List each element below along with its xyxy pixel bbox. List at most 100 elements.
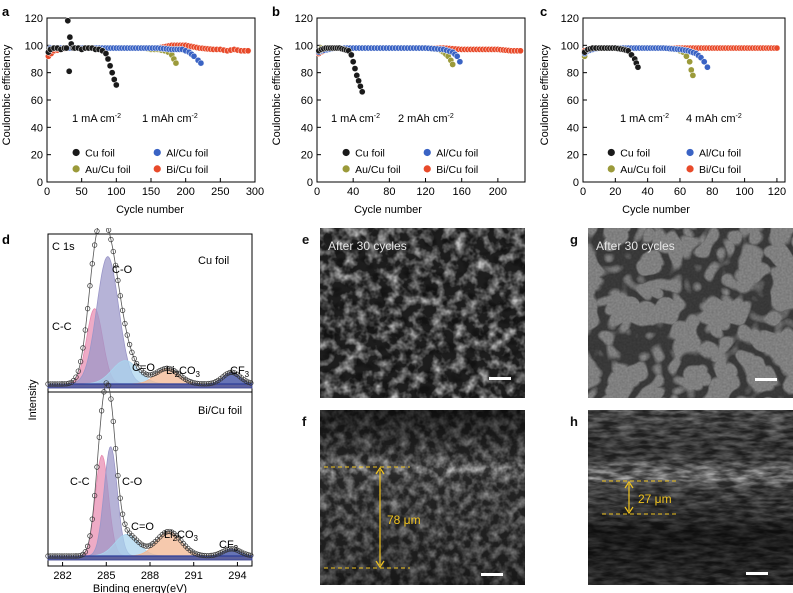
data-point-al	[190, 52, 198, 60]
data-point-cu	[65, 67, 73, 75]
xps-raw-point	[77, 358, 84, 365]
panel-d-ylabel: Intensity	[27, 379, 39, 420]
panel-a-legend: Cu foil Al/Cu foil Au/Cu foil Bi/Cu foil	[72, 147, 208, 176]
data-point-cu	[64, 17, 72, 25]
legend-label-au: Au/Cu foil	[620, 164, 666, 176]
xps-raw-point	[131, 355, 137, 362]
xps-raw-point	[91, 242, 98, 248]
legend-label-bi: Bi/Cu foil	[166, 164, 208, 176]
x-tick-label: 0	[314, 186, 320, 198]
legend-label-al: Al/Cu foil	[436, 147, 478, 159]
data-point-al	[453, 52, 461, 60]
legend-marker-au	[72, 165, 80, 173]
xps-raw-point	[84, 543, 91, 549]
data-point-cu	[112, 81, 120, 89]
xps-raw-point	[105, 228, 112, 233]
xps-raw-point	[110, 248, 116, 255]
panel-b-letter: b	[272, 4, 280, 19]
panel-e-caption: After 30 cycles	[328, 239, 407, 253]
x-tick-label: 200	[489, 186, 507, 198]
panel-f-arrow-head-down	[375, 560, 385, 569]
x-tick-label: 0	[580, 186, 586, 198]
peak-label-cf3-bottom: CF3	[219, 539, 239, 553]
x-tick-label: 80	[706, 186, 718, 198]
y-tick-label: 120	[295, 13, 313, 25]
panel-b-chart: b Coulombic efficiency Cycle number 0 40 8…	[271, 4, 526, 216]
panel-g-scale-bar	[755, 378, 777, 381]
y-tick-label: 100	[25, 40, 43, 52]
data-point-al	[704, 63, 711, 71]
panel-a-xlabel: Cycle number	[116, 204, 184, 216]
panel-c-condition-capacity: 4 mAh cm-2	[686, 113, 742, 125]
panel-c-xlabel: Cycle number	[622, 204, 690, 216]
panel-b-xlabel: Cycle number	[354, 204, 422, 216]
legend-marker-au	[607, 165, 615, 173]
panel-c-legend: Cu foil Al/Cu foil Au/Cu foil Bi/Cu foil	[607, 147, 741, 176]
legend-label-bi: Bi/Cu foil	[436, 164, 478, 176]
xps-raw-point	[245, 552, 252, 558]
xps-raw-point	[91, 492, 98, 499]
panel-d-xps-chart: d Intensity Binding energy(eV) 282 285 288…	[2, 228, 254, 593]
y-tick-label: 80	[301, 68, 313, 80]
panel-f-arrow-head-up	[375, 466, 385, 475]
x-tick-label: 0	[44, 186, 50, 198]
y-tick-label: 0	[573, 177, 579, 189]
xps-raw-point	[75, 553, 81, 559]
legend-marker-al	[423, 148, 431, 157]
panel-h-scale-bar	[746, 572, 768, 575]
xps-raw-point	[105, 382, 112, 389]
xps-raw-point	[80, 345, 86, 351]
y-tick-label: 100	[295, 40, 313, 52]
xps-raw-point	[187, 379, 193, 385]
x-tick-label: 80	[383, 186, 395, 198]
xps-raw-point	[150, 371, 156, 377]
xps-raw-point	[112, 262, 119, 269]
data-point-bi	[244, 47, 252, 55]
panel-b-condition-capacity: 2 mAh cm-2	[398, 113, 454, 125]
data-point-au	[689, 72, 697, 79]
data-point-cu	[63, 44, 70, 52]
panel-c-ylabel: Coulombic efficiency	[539, 44, 551, 145]
y-tick-label: 40	[31, 122, 43, 134]
x-tick-label: 285	[97, 570, 115, 582]
panel-e-letter: e	[302, 232, 309, 247]
panel-a-letter: a	[2, 4, 10, 19]
xps-raw-point	[115, 472, 121, 479]
x-tick-label: 150	[142, 186, 160, 198]
panel-e-scale-bar	[489, 377, 511, 380]
xps-raw-point	[210, 552, 217, 558]
x-tick-label: 40	[642, 186, 654, 198]
xps-raw-point	[94, 464, 100, 470]
data-point-al	[456, 58, 464, 66]
peak-label-co-top: C-O	[112, 264, 133, 276]
xps-raw-point	[94, 228, 100, 234]
panel-e: e After 30 cycles	[300, 228, 525, 398]
panel-h-letter: h	[570, 414, 578, 429]
panel-f: f 78 μm	[300, 410, 525, 585]
xps-raw-point	[129, 349, 135, 355]
panel-b-legend: Cu foil Al/Cu foil Au/Cu foil Bi/Cu foil	[342, 147, 478, 176]
xps-raw-point	[248, 380, 254, 386]
y-tick-label: 20	[567, 150, 579, 162]
x-tick-label: 300	[246, 186, 264, 198]
panel-h-arrow-head-down	[624, 506, 634, 515]
xps-raw-point	[229, 369, 235, 375]
x-tick-label: 294	[228, 570, 246, 582]
data-point-cu	[349, 58, 357, 66]
xps-raw-point	[82, 549, 88, 555]
xps-raw-point	[117, 293, 123, 299]
legend-marker-al	[686, 148, 694, 157]
panel-c-axes	[582, 17, 786, 183]
y-tick-label: 40	[567, 122, 579, 134]
xps-raw-point	[108, 396, 114, 402]
legend-label-au: Au/Cu foil	[355, 164, 401, 176]
panel-d-xlabel: Binding energy(eV)	[93, 583, 187, 593]
data-point-al	[197, 59, 205, 67]
legend-label-cu: Cu foil	[85, 147, 115, 159]
xps-raw-point	[147, 372, 154, 378]
data-point-au	[686, 58, 694, 66]
x-tick-label: 160	[453, 186, 471, 198]
data-point-cu	[66, 33, 74, 41]
data-point-cu	[351, 65, 359, 72]
xps-raw-point	[213, 551, 219, 558]
